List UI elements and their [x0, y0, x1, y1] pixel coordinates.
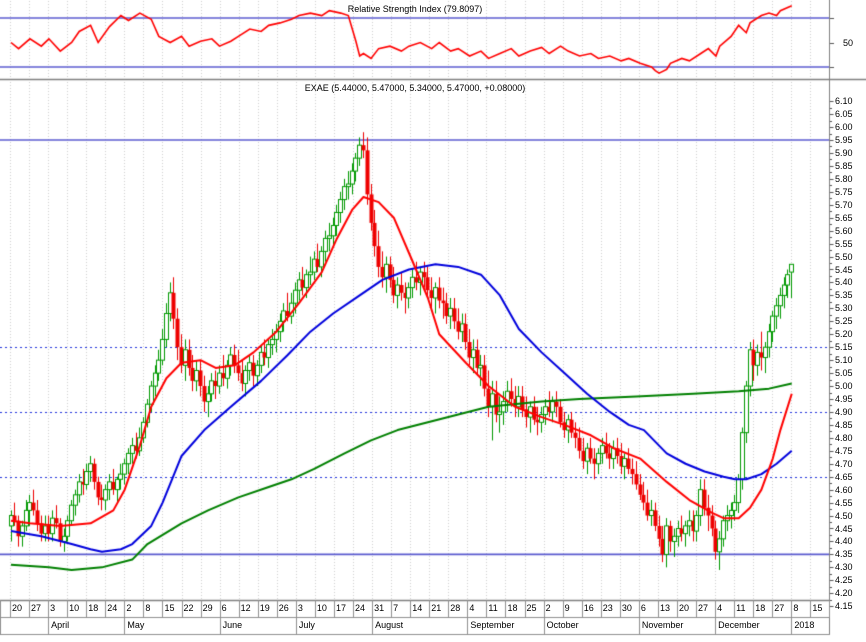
- date-cell-label: 20: [678, 603, 689, 613]
- date-cell-label: 12: [240, 603, 251, 613]
- date-cell-label: 30: [621, 603, 632, 613]
- price-axis-label: 4.55: [835, 497, 853, 508]
- month-label: November: [641, 620, 684, 630]
- price-axis-label: 5.65: [835, 212, 853, 223]
- date-cell-label: 11: [736, 603, 746, 613]
- price-axis-label: 5.70: [835, 199, 853, 210]
- price-axis-label: 5.60: [835, 225, 853, 236]
- date-cell-label: 31: [374, 603, 385, 613]
- month-label: April: [51, 620, 70, 630]
- date-cell-label: 21: [431, 603, 442, 613]
- price-axis-label: 5.35: [835, 290, 853, 301]
- price-axis-label: 4.30: [835, 562, 853, 573]
- price-axis-label: 6.05: [835, 109, 853, 120]
- price-axis-label: 6.00: [835, 122, 853, 133]
- month-label: June: [222, 620, 243, 630]
- date-cell-label: 20: [12, 603, 23, 613]
- date-cell-label: 6: [221, 603, 227, 613]
- month-label: October: [546, 620, 579, 630]
- date-cell-label: 18: [88, 603, 99, 613]
- price-axis-label: 5.95: [835, 135, 853, 145]
- date-cell-label: 17: [335, 603, 346, 613]
- date-cell-label: 24: [355, 603, 366, 613]
- price-axis-label: 4.65: [835, 471, 853, 482]
- rsi-panel-title: Relative Strength Index (79.8097): [347, 4, 483, 14]
- date-cell-label: 10: [69, 603, 80, 613]
- date-cell-label: 6: [640, 603, 646, 613]
- month-label: July: [298, 620, 315, 630]
- date-cell-label: 18: [755, 603, 766, 613]
- price-axis-label: 5.25: [835, 316, 853, 327]
- date-cell-label: 8: [793, 603, 799, 613]
- price-axis-label: 4.60: [835, 484, 853, 495]
- date-cell-label: 15: [164, 603, 175, 613]
- date-cell-label: 7: [393, 603, 399, 613]
- date-cell-label: 4: [469, 603, 475, 613]
- price-axis-label: 5.75: [835, 186, 853, 197]
- price-axis-label: 4.35: [835, 549, 853, 560]
- price-axis-label: 5.40: [835, 277, 853, 288]
- price-axis-label: 5.50: [835, 251, 853, 262]
- price-axis-label: 5.30: [835, 303, 853, 314]
- date-cell-label: 25: [526, 603, 537, 613]
- date-cell-label: 22: [183, 603, 194, 613]
- price-axis-label: 4.20: [835, 588, 853, 599]
- date-cell-label: 24: [107, 603, 118, 613]
- date-cell-label: 8: [145, 603, 151, 613]
- price-axis-label: 5.00: [835, 381, 853, 392]
- date-cell-label: 14: [412, 603, 423, 613]
- date-cell-label: 9: [564, 603, 570, 613]
- date-cell-label: 16: [583, 603, 594, 613]
- date-cell-label: 29: [202, 603, 213, 613]
- price-axis-label: 4.40: [835, 536, 853, 547]
- date-cell-label: 19: [259, 603, 270, 613]
- date-cell-label: 11: [488, 603, 498, 613]
- price-axis-label: 5.20: [835, 329, 853, 340]
- price-axis-label: 4.95: [835, 394, 853, 404]
- date-cell-label: 27: [31, 603, 42, 613]
- price-axis-label: 4.80: [835, 432, 853, 443]
- price-axis-label: 4.50: [835, 510, 853, 521]
- price-axis-label: 5.85: [835, 160, 853, 171]
- date-cell-label: 3: [50, 603, 56, 613]
- date-cell-label: 26: [278, 603, 289, 613]
- price-axis-label: 5.45: [835, 264, 853, 275]
- date-cell-label: 3: [297, 603, 303, 613]
- month-label: 2018: [794, 620, 815, 630]
- month-label: December: [718, 620, 760, 630]
- date-cell-label: 13: [659, 603, 670, 613]
- price-axis-label: 4.75: [835, 445, 853, 456]
- price-axis-label: 4.45: [835, 523, 853, 534]
- price-axis-label: 4.85: [835, 419, 853, 430]
- date-cell-label: 4: [717, 603, 723, 613]
- date-cell-label: 10: [316, 603, 327, 613]
- price-panel-title: EXAE (5.44000, 5.47000, 5.34000, 5.47000…: [304, 83, 526, 93]
- date-cell-label: 2: [126, 603, 132, 613]
- price-axis-label: 5.90: [835, 147, 853, 158]
- price-axis-label: 5.80: [835, 173, 853, 184]
- price-axis-label: 5.55: [835, 238, 853, 249]
- month-label: August: [375, 620, 404, 630]
- price-axis-label: 5.05: [835, 368, 853, 379]
- price-axis-label: 5.10: [835, 355, 853, 366]
- date-cell-label: 27: [698, 603, 709, 613]
- date-cell-label: 27: [774, 603, 785, 613]
- date-cell-label: 15: [812, 603, 823, 613]
- price-axis-label: 6.10: [835, 96, 853, 107]
- price-axis-label: 4.70: [835, 458, 853, 469]
- price-axis-label: 4.90: [835, 406, 853, 417]
- date-cell-label: 18: [507, 603, 518, 613]
- month-label: May: [127, 620, 145, 630]
- price-axis-label: 4.15: [835, 601, 853, 612]
- price-axis-label: 4.25: [835, 575, 853, 586]
- month-label: September: [470, 620, 515, 630]
- price-axis-label: 5.15: [835, 342, 853, 353]
- date-cell-label: 28: [450, 603, 461, 613]
- date-cell-label: 23: [602, 603, 613, 613]
- date-cell-label: 2: [545, 603, 551, 613]
- rsi-axis-label-50: 50: [843, 38, 854, 48]
